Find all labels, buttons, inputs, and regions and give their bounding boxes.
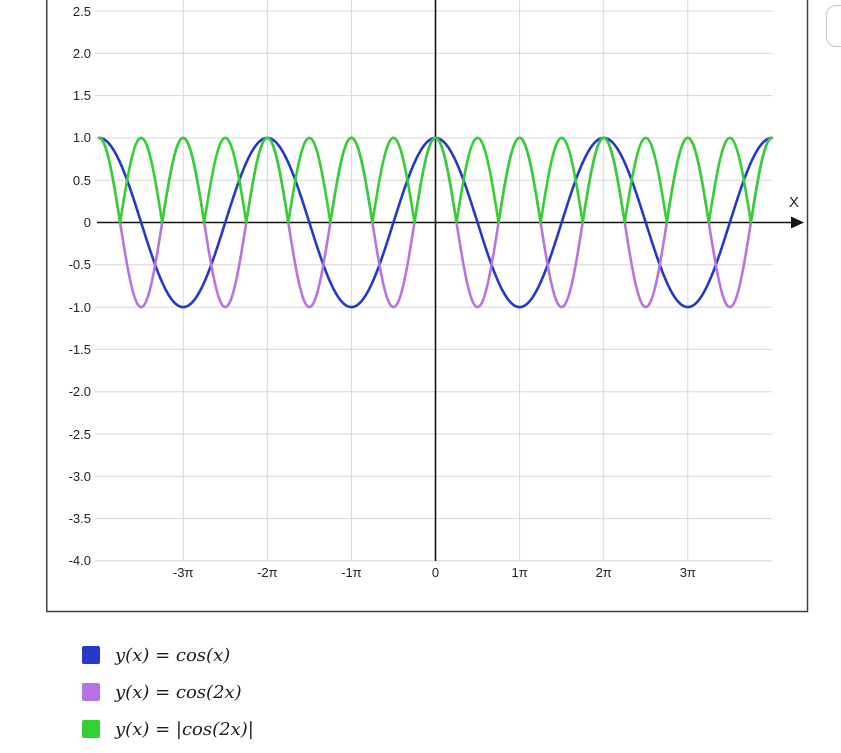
- x-tick-label: 2π: [595, 565, 612, 580]
- curve-|cos(2x)|: [97, 136, 774, 224]
- x-tick-label: -2π: [257, 565, 278, 580]
- y-tick-label: 0: [83, 215, 91, 230]
- legend-item-abs-cos-2x: y(x) = |cos(2x)|: [82, 718, 254, 740]
- y-tick-label: -4.0: [68, 553, 91, 569]
- legend-swatch-cos-2x: [82, 683, 100, 701]
- x-tick-label: 3π: [679, 565, 696, 580]
- x-axis-title: X: [788, 194, 799, 211]
- y-tick-label: -3.0: [68, 468, 91, 484]
- y-tick-label: -2.0: [68, 384, 91, 400]
- y-tick-label: 1.5: [72, 88, 91, 104]
- legend-item-cos-2x: y(x) = cos(2x): [82, 681, 254, 703]
- x-tick-label: -1π: [341, 565, 362, 580]
- x-tick-label: 1π: [511, 565, 528, 580]
- y-tick-label: 2.5: [72, 3, 91, 19]
- legend-label-cos-2x: y(x) = cos(2x): [115, 681, 242, 703]
- y-tick-label: 1.0: [72, 130, 91, 146]
- top-right-partial-button[interactable]: [826, 5, 841, 47]
- y-tick-label: 0.5: [72, 172, 91, 188]
- legend-label-abs-cos-2x: y(x) = |cos(2x)|: [115, 718, 254, 740]
- legend-label-cos-x: y(x) = cos(x): [115, 644, 231, 666]
- plot-border: [46, 0, 809, 613]
- x-axis-arrowhead: [791, 216, 804, 229]
- y-tick-label: -1.0: [68, 299, 91, 315]
- x-tick-label: -3π: [172, 565, 194, 580]
- y-tick-label: -3.5: [68, 511, 91, 527]
- legend: y(x) = cos(x) y(x) = cos(2x) y(x) = |cos…: [82, 644, 254, 753]
- legend-item-cos-x: y(x) = cos(x): [82, 644, 254, 666]
- y-tick-label: -0.5: [68, 257, 91, 273]
- y-tick-label: -2.5: [68, 426, 91, 442]
- x-tick-label: 0: [431, 565, 440, 580]
- y-tick-label: -1.5: [68, 341, 91, 357]
- legend-swatch-abs-cos-2x: [82, 720, 100, 738]
- y-tick-label: 2.0: [72, 45, 91, 61]
- legend-swatch-cos-x: [82, 646, 100, 664]
